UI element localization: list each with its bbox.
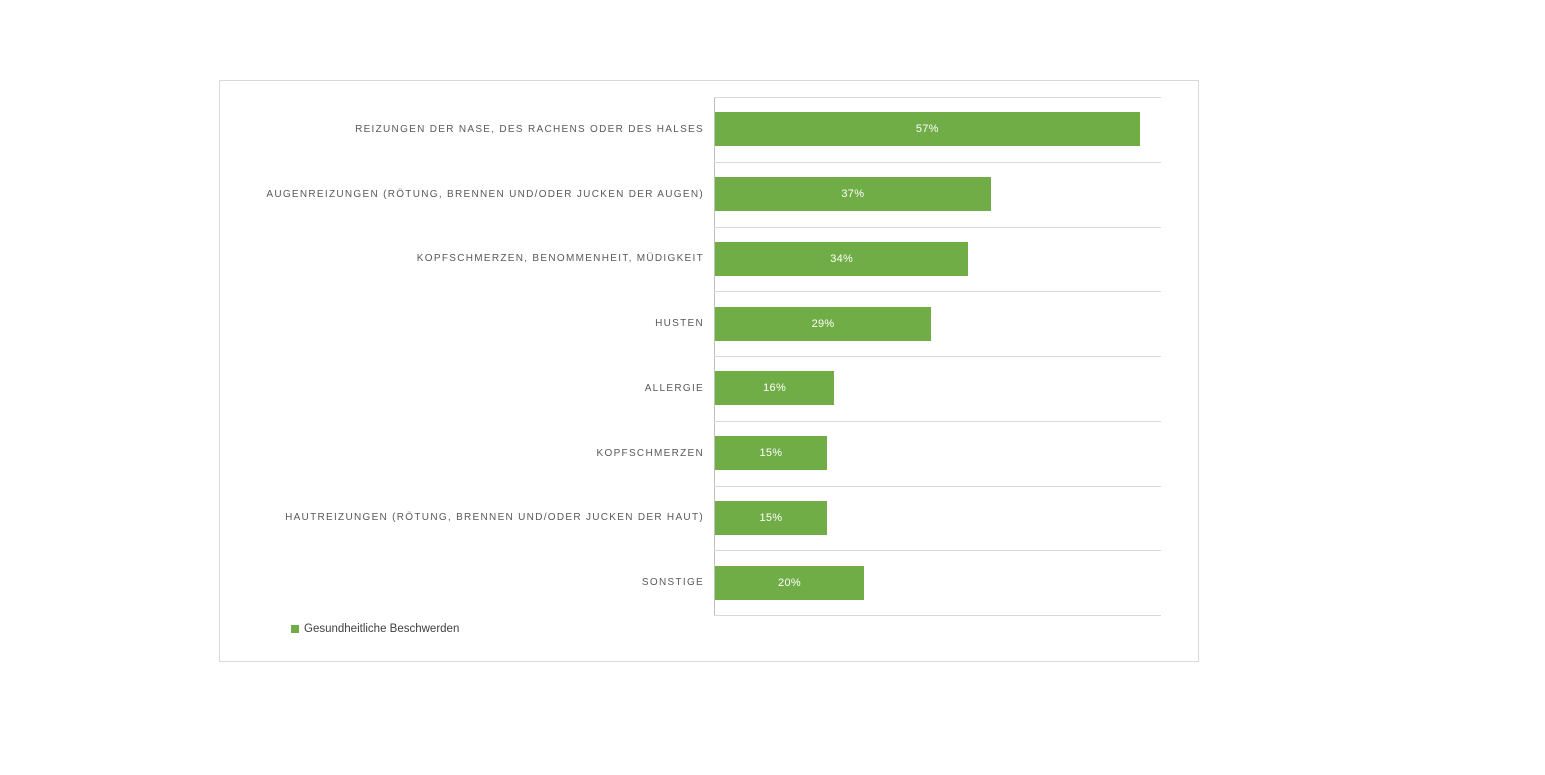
category-row: KOPFSCHMERZEN, BENOMMENHEIT, MÜDIGKEIT 34… bbox=[220, 227, 1161, 292]
gridline bbox=[714, 550, 1161, 552]
category-row: REIZUNGEN DER NASE, DES RACHENS ODER DES… bbox=[220, 97, 1161, 162]
category-row: SONSTIGE 20% bbox=[220, 550, 1161, 615]
category-label: HUSTEN bbox=[655, 318, 704, 330]
category-label: SONSTIGE bbox=[641, 577, 704, 589]
data-label: 16% bbox=[763, 382, 787, 395]
category-label: AUGENREIZUNGEN (RÖTUNG, BRENNEN UND/ODER… bbox=[266, 188, 704, 200]
legend-swatch bbox=[291, 625, 299, 633]
category-label: HAUTREIZUNGEN (RÖTUNG, BRENNEN UND/ODER … bbox=[285, 512, 704, 524]
data-label: 20% bbox=[778, 576, 801, 589]
bar: 16% bbox=[715, 371, 835, 406]
bar: 34% bbox=[715, 241, 969, 276]
gridline bbox=[714, 97, 1161, 98]
category-row: ALLERGIE 16% bbox=[220, 356, 1161, 421]
data-label: 57% bbox=[915, 123, 939, 136]
category-row: KOPFSCHMERZEN 15% bbox=[220, 421, 1161, 486]
category-row: HUSTEN 29% bbox=[220, 291, 1161, 356]
bar: 37% bbox=[715, 177, 991, 212]
category-row: HAUTREIZUNGEN (RÖTUNG, BRENNEN UND/ODER … bbox=[220, 486, 1161, 551]
bar: 15% bbox=[715, 500, 827, 535]
data-label: 29% bbox=[811, 317, 835, 330]
data-label: 37% bbox=[841, 188, 865, 201]
category-label: ALLERGIE bbox=[644, 382, 704, 394]
bar: 15% bbox=[715, 436, 827, 471]
data-label: 34% bbox=[830, 252, 854, 265]
bar: 20% bbox=[715, 565, 864, 600]
gridline bbox=[714, 356, 1161, 357]
plot-area: REIZUNGEN DER NASE, DES RACHENS ODER DES… bbox=[220, 97, 1161, 616]
gridline bbox=[714, 420, 1161, 422]
gridline bbox=[714, 226, 1161, 228]
bar: 29% bbox=[715, 306, 932, 341]
gridline bbox=[714, 615, 1161, 616]
legend-label: Gesundheitliche Beschwerden bbox=[304, 623, 460, 635]
gridline bbox=[714, 161, 1161, 163]
legend: Gesundheitliche Beschwerden bbox=[291, 623, 459, 635]
category-row: AUGENREIZUNGEN (RÖTUNG, BRENNEN UND/ODER… bbox=[220, 162, 1161, 227]
gridline bbox=[714, 485, 1161, 487]
bar: 57% bbox=[715, 112, 1140, 147]
data-label: 15% bbox=[759, 511, 783, 524]
gridline bbox=[714, 291, 1161, 293]
chart-container: REIZUNGEN DER NASE, DES RACHENS ODER DES… bbox=[219, 80, 1199, 662]
category-label: KOPFSCHMERZEN bbox=[596, 447, 704, 459]
category-label: REIZUNGEN DER NASE, DES RACHENS ODER DES… bbox=[355, 123, 704, 135]
category-label: KOPFSCHMERZEN, BENOMMENHEIT, MÜDIGKEIT bbox=[416, 253, 704, 265]
data-label: 15% bbox=[759, 447, 783, 460]
